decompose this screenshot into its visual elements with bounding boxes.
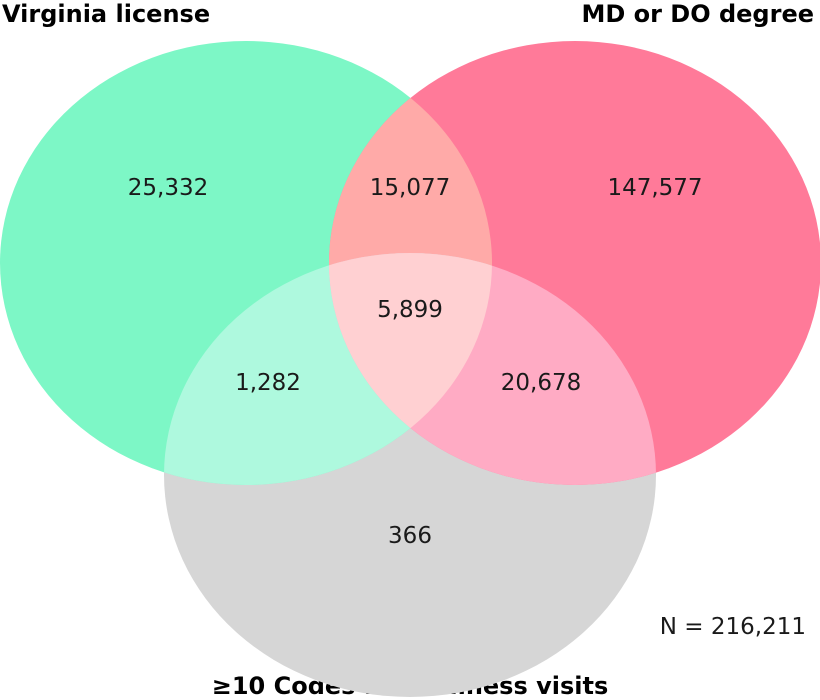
region-value-ab: 15,077 <box>370 175 450 201</box>
region-value-b-only: 147,577 <box>607 175 702 201</box>
region-value-a-only: 25,332 <box>128 175 208 201</box>
region-value-abc: 5,899 <box>377 297 443 323</box>
region-value-ac: 1,282 <box>235 370 301 396</box>
set-label-md-do-degree: MD or DO degree <box>581 0 814 28</box>
region-value-c-only: 366 <box>388 523 432 549</box>
region-value-bc: 20,678 <box>501 370 581 396</box>
set-label-virginia-license: Virginia license <box>2 0 211 28</box>
total-count: N = 216,211 <box>659 614 806 640</box>
